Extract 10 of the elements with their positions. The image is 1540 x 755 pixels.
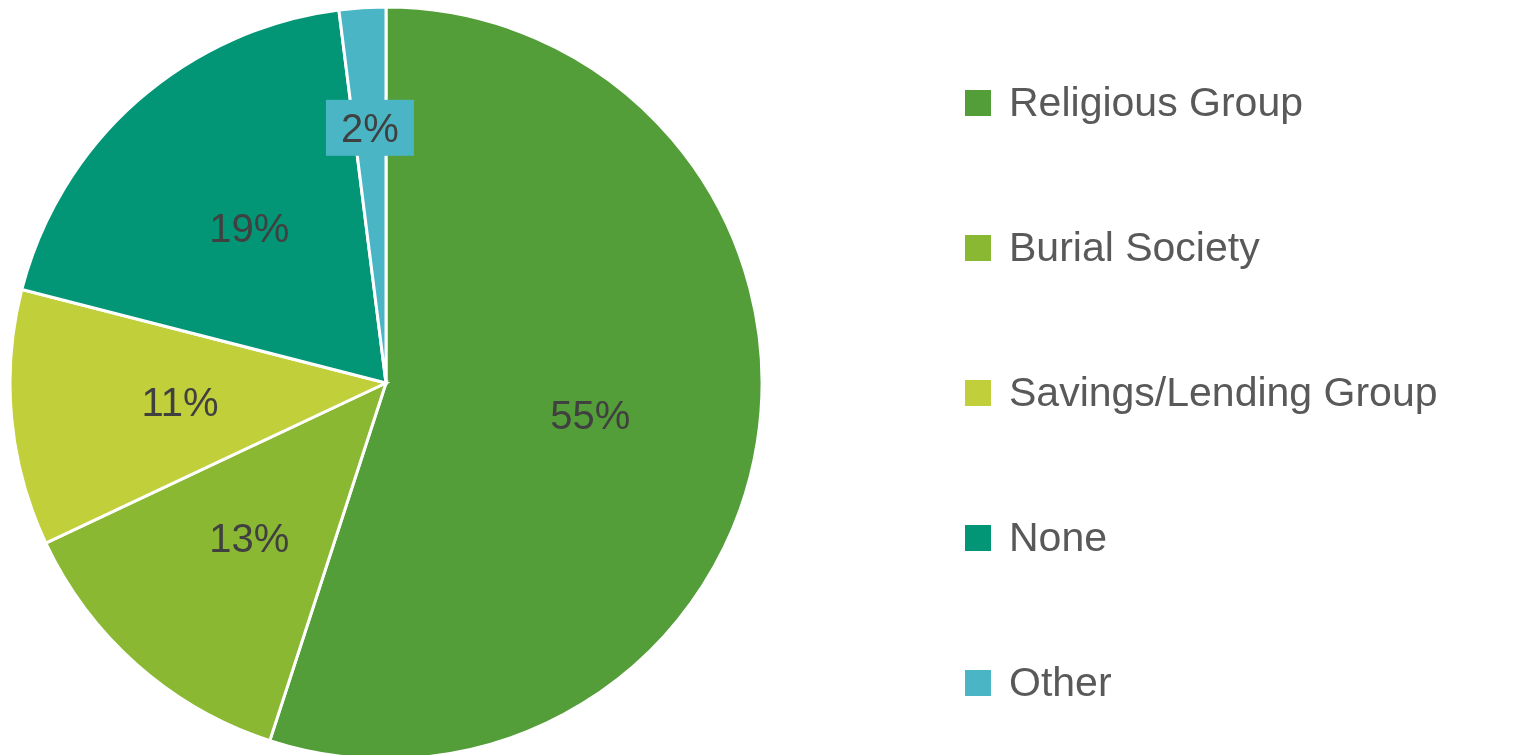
- data-label: 2%: [341, 105, 399, 150]
- legend-label: None: [1009, 514, 1108, 561]
- legend-label: Savings/Lending Group: [1009, 369, 1438, 416]
- data-label: 11%: [141, 380, 219, 425]
- legend-label: Religious Group: [1009, 79, 1303, 126]
- legend-label: Other: [1009, 659, 1112, 706]
- data-label: 19%: [209, 205, 290, 250]
- data-label: 13%: [209, 516, 290, 561]
- data-label: 55%: [550, 393, 631, 438]
- legend-label: Burial Society: [1009, 224, 1260, 271]
